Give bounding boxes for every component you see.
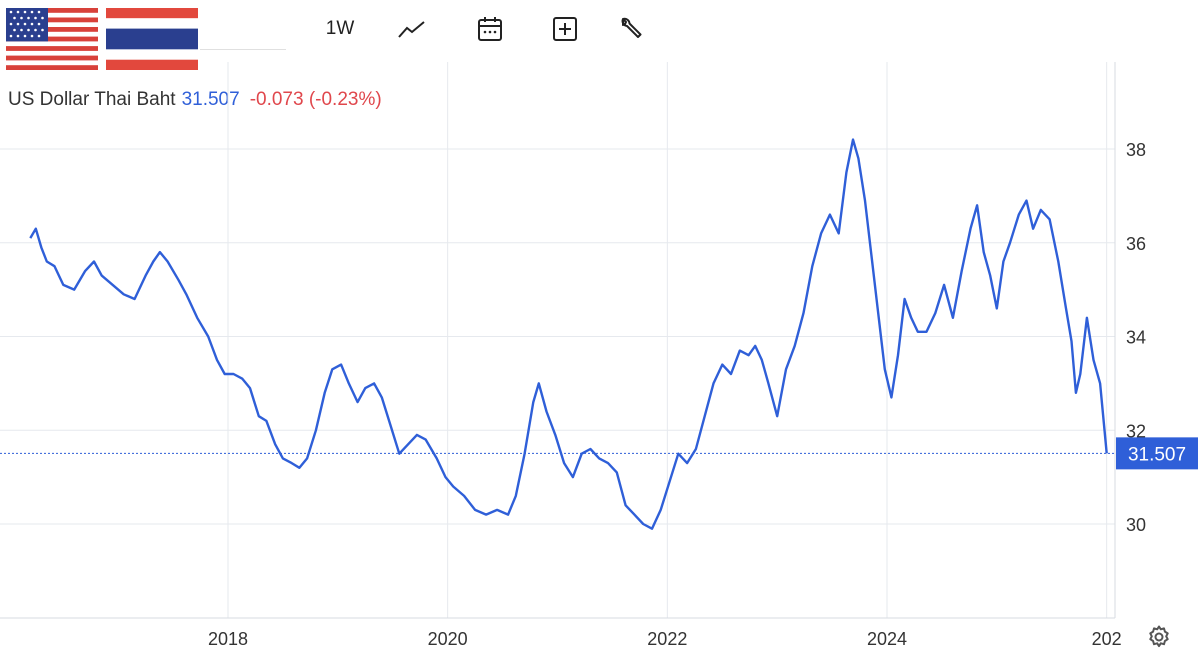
calendar-icon [478,17,502,41]
add-indicator-icon [553,17,577,41]
chart-toolbar: 1W [0,0,1200,78]
line-chart-icon [398,21,425,38]
settings-wrench-button[interactable] [610,12,650,46]
flag-divider [200,49,286,50]
chart-type-button[interactable] [392,12,432,46]
symbol-name: US Dollar Thai Baht [8,89,176,110]
y-tick-label: 32 [1126,421,1146,441]
x-tick-label: 2018 [208,629,248,649]
y-tick-label: 36 [1126,234,1146,254]
last-price-tag: 31.507 [1116,437,1198,470]
x-tick-label: 202 [1092,629,1122,649]
x-tick-label: 2022 [647,629,687,649]
add-indicator-button[interactable] [545,12,585,46]
axes: 30 32 34 36 38 2018 2020 2022 2024 202 [0,62,1146,649]
x-tick-label: 2024 [867,629,907,649]
gear-icon [1149,625,1169,648]
settings-wrench-icon [621,17,642,38]
series-line [29,138,1108,530]
price-change: -0.073 (-0.23%) [249,89,382,110]
chart-canvas[interactable]: 30 32 34 36 38 2018 2020 2022 2024 202 31.507 [0,56,1200,655]
symbol-legend: US Dollar Thai Baht 31.507 -0.073 (-0.23%) [8,89,382,111]
us-flag-icon [6,8,98,70]
thailand-flag-icon [106,8,198,70]
date-range-button[interactable] [470,12,510,46]
series-layer [29,138,1108,530]
last-price: 31.507 [181,89,240,110]
price-chart[interactable]: 30 32 34 36 38 2018 2020 2022 2024 202 31.507 [0,56,1200,655]
y-tick-label: 34 [1126,328,1146,348]
grid [0,62,1115,618]
y-tick-label: 38 [1126,140,1146,160]
last-price-tag-label: 31.507 [1128,444,1186,465]
last-price-tag-box [1116,437,1198,470]
interval-label: 1W [325,18,355,39]
interval-button[interactable]: 1W [316,12,364,46]
chart-settings-button[interactable] [1146,624,1172,650]
y-tick-label: 30 [1126,515,1146,535]
x-tick-label: 2020 [428,629,468,649]
